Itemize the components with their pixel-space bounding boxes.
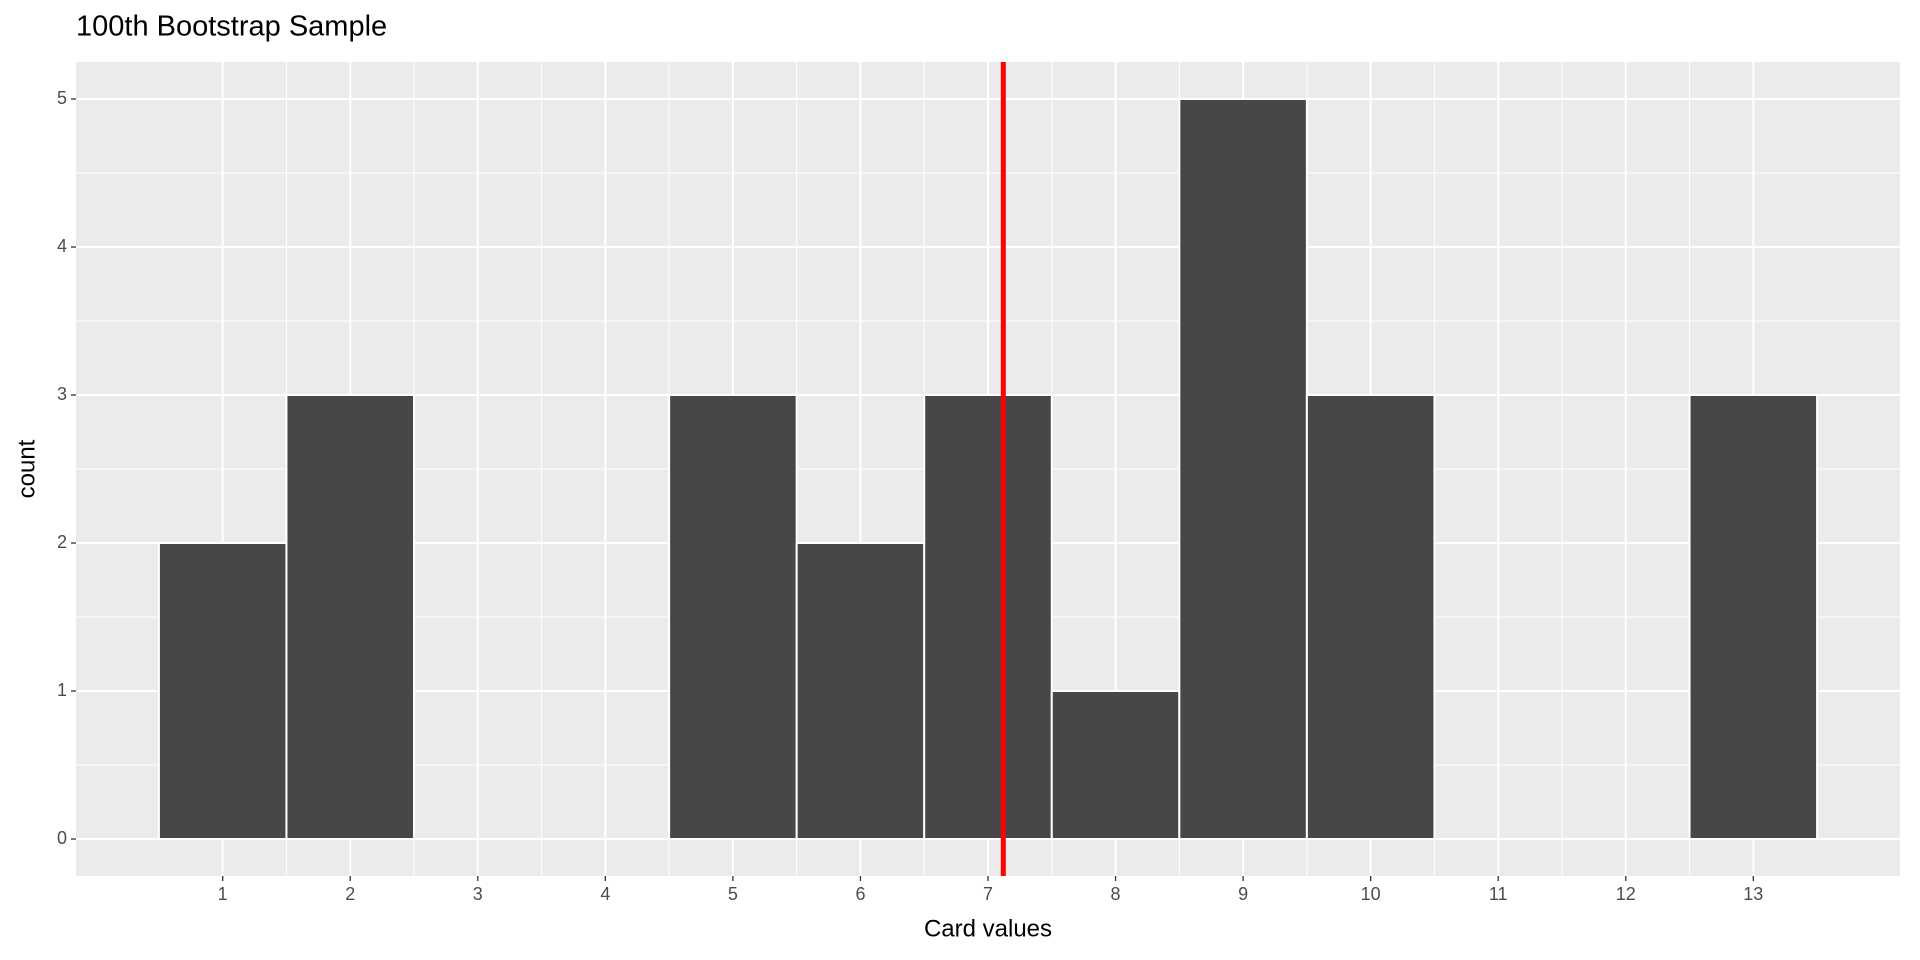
bar <box>285 394 416 840</box>
x-tick-label: 13 <box>1743 884 1763 904</box>
x-tick-label: 2 <box>345 884 355 904</box>
bar <box>923 394 1053 840</box>
x-axis-title: Card values <box>924 915 1052 942</box>
bar <box>795 542 926 840</box>
y-tick-label: 5 <box>57 88 67 108</box>
bar <box>157 542 288 840</box>
x-tick-label: 11 <box>1489 884 1508 904</box>
bar <box>1178 98 1308 840</box>
x-tick-label: 12 <box>1616 884 1636 904</box>
x-tick-label: 3 <box>473 884 483 904</box>
x-tick-label: 8 <box>1111 884 1121 904</box>
x-tick-label: 10 <box>1361 884 1381 904</box>
bar <box>1688 394 1819 840</box>
y-axis-title: count <box>13 439 40 498</box>
x-tick-label: 6 <box>855 884 865 904</box>
bar <box>1305 394 1436 840</box>
y-tick-label: 3 <box>57 384 67 404</box>
x-tick-label: 9 <box>1238 884 1248 904</box>
y-tick-label: 0 <box>57 828 67 848</box>
bar <box>668 394 798 840</box>
y-tick-label: 2 <box>57 532 67 552</box>
y-tick-label: 4 <box>57 236 67 256</box>
bar <box>1050 690 1181 840</box>
chart-title: 100th Bootstrap Sample <box>76 11 387 43</box>
x-tick-label: 7 <box>983 884 993 904</box>
y-tick-label: 1 <box>57 680 67 700</box>
x-tick-label: 1 <box>218 884 228 904</box>
x-tick-label: 5 <box>728 884 738 904</box>
x-tick-label: 4 <box>600 884 610 904</box>
